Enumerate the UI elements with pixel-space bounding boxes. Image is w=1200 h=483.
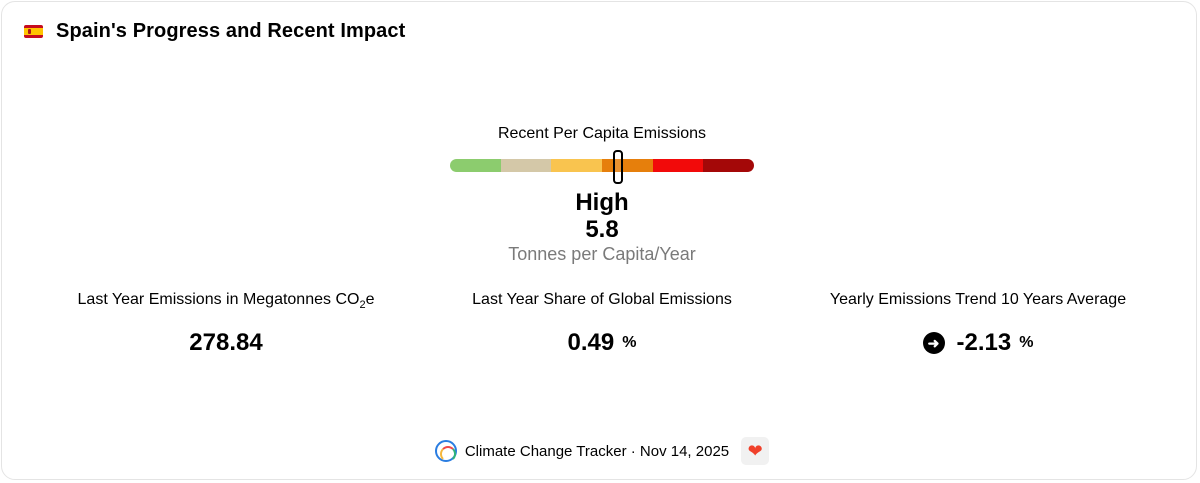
stat-value: ➜ -2.13 % (778, 329, 1178, 357)
gauge-segment-4 (602, 159, 653, 172)
stat-label: Yearly Emissions Trend 10 Years Average (829, 291, 1127, 308)
stat-trend: Yearly Emissions Trend 10 Years Average … (778, 291, 1178, 357)
spain-flag-icon (24, 25, 43, 38)
gauge-marker (613, 150, 623, 184)
stat-label: Last Year Emissions in Megatonnes CO2e (77, 291, 375, 312)
gauge-segment-2 (500, 159, 552, 172)
card-header: Spain's Progress and Recent Impact (24, 20, 405, 43)
stat-last-year-emissions: Last Year Emissions in Megatonnes CO2e 2… (26, 291, 426, 357)
stat-value: 278.84 (26, 329, 426, 357)
gauge-segment-1 (450, 159, 501, 172)
gauge-segment-3 (551, 159, 603, 172)
gauge-segment-6 (703, 159, 754, 172)
heart-icon[interactable]: ❤ (741, 437, 770, 465)
card-footer: Climate Change Tracker · Nov 14, 2025 ❤ (2, 437, 1200, 465)
emissions-gauge (450, 159, 754, 172)
stat-number: -2.13 (956, 329, 1012, 356)
stat-label: Last Year Share of Global Emissions (472, 291, 732, 308)
source-text[interactable]: Climate Change Tracker · Nov 14, 2025 (464, 442, 730, 460)
climate-tracker-logo-icon[interactable] (434, 440, 457, 462)
stat-global-share: Last Year Share of Global Emissions 0.49… (402, 291, 802, 357)
stat-unit: % (1019, 334, 1034, 351)
stat-number: 0.49 (567, 329, 615, 356)
stat-number: 278.84 (189, 329, 263, 356)
arrow-right-circle-icon: ➜ (922, 332, 945, 354)
gauge-segment-5 (652, 159, 704, 172)
card-title: Spain's Progress and Recent Impact (56, 20, 406, 42)
stat-unit: % (622, 334, 637, 351)
gauge-label: Recent Per Capita Emissions (497, 125, 707, 142)
emissions-unit: Tonnes per Capita/Year (508, 244, 696, 264)
emissions-level: High (575, 189, 629, 216)
stat-value: 0.49 % (402, 329, 802, 357)
emissions-value: 5.8 (585, 216, 619, 243)
